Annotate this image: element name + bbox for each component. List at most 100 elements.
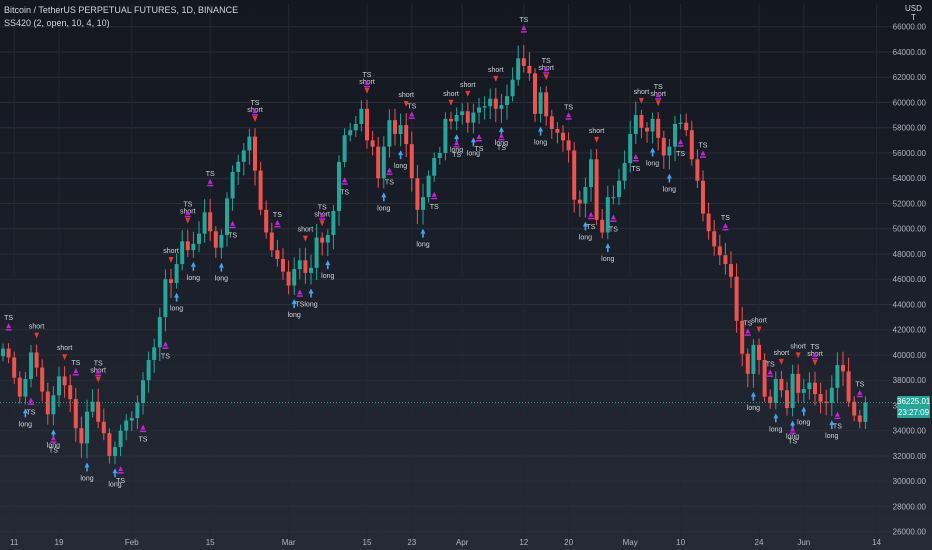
x-tick-label: 15 [206, 538, 215, 547]
candle-body [230, 171, 235, 199]
short-label: short [751, 318, 767, 325]
short-arrow-icon [364, 87, 370, 94]
ts-label: TS [743, 320, 752, 327]
ts-marker-icon [28, 397, 34, 403]
long-arrow-stem [422, 233, 424, 238]
ts-marker-bar [588, 217, 594, 220]
long-arrow-icon [829, 420, 835, 426]
x-tick-label: 14 [872, 538, 881, 547]
symbol-title[interactable]: Bitcoin / TetherUS PERPETUAL FUTURES, 1D… [4, 5, 239, 15]
candle-body [1, 348, 5, 357]
ts-marker-bar [834, 417, 841, 420]
candle-body [191, 243, 196, 251]
ts-marker-icon [678, 139, 684, 145]
candle-body [23, 378, 28, 397]
grid-lines [0, 4, 895, 538]
y-tick-label: 28000.00 [893, 502, 927, 511]
short-arrow-icon [403, 101, 409, 108]
candle-body [6, 348, 11, 358]
candle-body [751, 344, 756, 374]
candle-body [773, 378, 778, 403]
short-arrow-icon [302, 235, 308, 242]
ts-label: TS [251, 100, 260, 107]
ts-label: TS [340, 189, 349, 196]
short-arrow-icon [252, 116, 258, 123]
short-arrow-icon [493, 75, 499, 82]
candle-body [40, 367, 45, 392]
ts-marker-icon [655, 92, 661, 98]
long-arrow-icon [22, 408, 28, 414]
long-arrow-icon [454, 134, 460, 140]
candle-body [398, 125, 403, 135]
ts-marker-bar [95, 374, 102, 377]
candle-body [331, 211, 336, 236]
candle-body [247, 136, 252, 151]
ts-label: TS [430, 204, 439, 211]
long-arrow-stem [803, 411, 805, 416]
currency-label-line1: USD [905, 4, 922, 13]
long-arrow-icon [308, 288, 314, 294]
candle-body [617, 180, 621, 198]
ts-marker-bar [520, 31, 527, 33]
long-label: long [19, 421, 32, 428]
candle-body [824, 401, 829, 403]
ts-marker-bar [72, 374, 79, 376]
candle-body [505, 96, 509, 105]
short-arrow-icon [638, 97, 644, 104]
ts-marker-bar [677, 145, 684, 147]
short-label: short [790, 343, 806, 350]
candle-body [208, 212, 213, 232]
candle-body [796, 373, 801, 393]
long-arrow-stem [668, 178, 671, 183]
candle-body [404, 125, 409, 145]
candle-body [202, 212, 207, 234]
ts-marker-icon [543, 66, 549, 72]
y-tick-label: 58000.00 [893, 124, 927, 133]
ts-marker-bar [5, 329, 12, 331]
short-arrow-icon [655, 100, 661, 107]
long-arrow-icon [538, 126, 544, 132]
ts-marker-icon [745, 328, 751, 334]
short-label: short [634, 89, 650, 96]
long-label: long [377, 205, 390, 212]
ts-label: TS [116, 478, 125, 485]
short-label: short [398, 92, 414, 99]
candle-body [633, 115, 638, 135]
long-arrow-stem [310, 293, 312, 298]
ts-label: TS [139, 437, 148, 444]
currency-label[interactable]: USD T [905, 4, 922, 22]
long-arrow-stem [399, 155, 402, 160]
short-arrow-icon [812, 359, 818, 366]
short-arrow-icon [594, 136, 600, 143]
short-label: short [57, 345, 73, 352]
candle-body [678, 122, 683, 124]
ts-marker-bar [543, 72, 550, 74]
short-label: short [29, 324, 45, 331]
candle-body [650, 118, 655, 132]
ts-label: TS [587, 224, 596, 231]
ts-label: TS [295, 301, 304, 308]
candle-body [79, 428, 84, 444]
ts-label: TS [183, 202, 192, 209]
candle-body [269, 232, 274, 251]
candle-body [426, 175, 431, 198]
ts-marker-bar [856, 395, 863, 398]
indicator-legend[interactable]: SS420 (2, open, 10, 4, 10) [4, 18, 110, 28]
candle-body [555, 128, 560, 133]
candle-body [762, 360, 767, 397]
ts-marker-bar [498, 138, 505, 141]
candle-body [68, 385, 73, 400]
candle-body [432, 158, 437, 176]
ts-label: TS [407, 103, 416, 110]
x-tick-label: May [623, 538, 638, 547]
ts-marker-bar [767, 375, 774, 377]
ts-marker-icon [50, 435, 56, 441]
ts-label: TS [71, 360, 80, 367]
candle-body [544, 92, 549, 117]
candle-body [353, 123, 358, 131]
long-arrow-icon [420, 228, 426, 234]
candle-body [236, 161, 241, 172]
currency-label-line2: T [911, 13, 916, 22]
